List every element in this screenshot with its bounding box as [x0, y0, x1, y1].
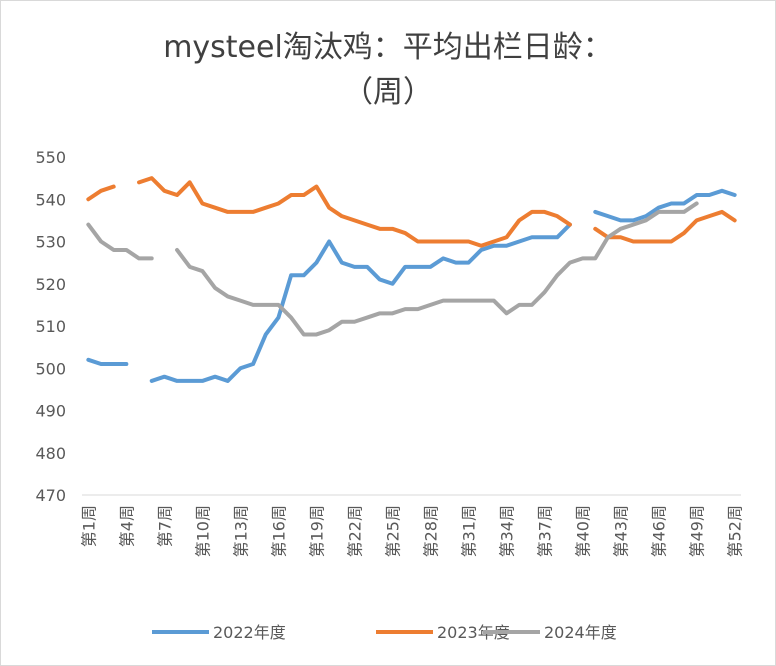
x-tick-label: 第19周: [307, 505, 326, 557]
legend-label: 2022年度: [213, 623, 286, 642]
x-tick-label: 第1周: [79, 505, 98, 547]
y-tick-label: 520: [35, 275, 66, 294]
legend-label: 2024年度: [544, 623, 617, 642]
x-tick-label: 第25周: [383, 505, 402, 557]
series-line: [149, 222, 572, 383]
x-tick-label: 第16周: [269, 505, 288, 557]
y-tick-label: 480: [35, 444, 66, 463]
series-line: [593, 209, 737, 244]
y-tick-label: 490: [35, 402, 66, 421]
x-tick-label: 第31周: [460, 505, 479, 557]
x-tick-label: 第43周: [612, 505, 631, 557]
series-line: [86, 357, 129, 367]
x-tick-label: 第22周: [345, 505, 364, 557]
y-tick-label: 540: [35, 190, 66, 209]
x-tick-label: 第52周: [726, 505, 745, 557]
x-tick-label: 第46周: [650, 505, 669, 557]
series-line: [86, 184, 116, 202]
y-tick-label: 500: [35, 359, 66, 378]
chart-title: mysteel淘汰鸡：平均出栏日龄：: [163, 30, 613, 65]
x-tick-label: 第49周: [688, 505, 707, 557]
x-tick-label: 第7周: [155, 505, 174, 547]
x-tick-label: 第40周: [574, 505, 593, 557]
series-line: [175, 201, 699, 337]
series-line: [86, 222, 154, 261]
series-line: [137, 176, 572, 248]
y-tick-label: 470: [35, 486, 66, 505]
chart-title: （周）: [343, 75, 433, 110]
x-tick-label: 第34周: [498, 505, 517, 557]
x-tick-label: 第28周: [422, 505, 441, 557]
y-tick-label: 530: [35, 233, 66, 252]
y-tick-label: 510: [35, 317, 66, 336]
series-line: [593, 188, 737, 223]
x-tick-label: 第13周: [231, 505, 250, 557]
x-tick-label: 第10周: [193, 505, 212, 557]
x-tick-label: 第4周: [117, 505, 136, 547]
y-tick-label: 550: [35, 148, 66, 167]
legend-label: 2023年度: [437, 623, 510, 642]
x-tick-label: 第37周: [536, 505, 555, 557]
